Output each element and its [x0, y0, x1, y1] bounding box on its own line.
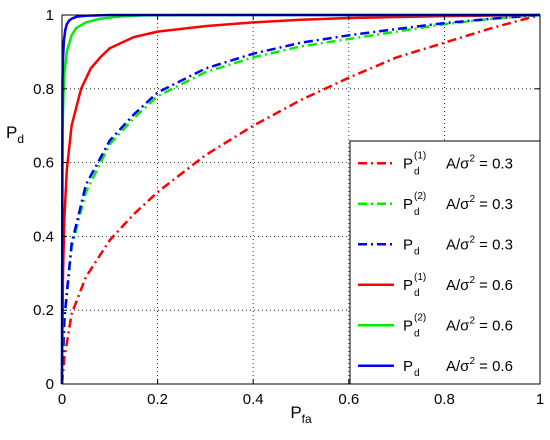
y-tick-label: 0.2	[33, 302, 54, 319]
x-axis-label: Pfa	[290, 403, 312, 426]
x-tick-label: 0.6	[338, 391, 359, 408]
y-tick-label: 0.8	[33, 81, 54, 98]
series-line-3	[60, 13, 541, 385]
x-tick-label: 0.2	[147, 391, 168, 408]
legend-label-5: P(2) d A/σ2 = 0.6	[403, 312, 513, 339]
legend: P(1) d A/σ2 = 0.3 P(2) d A/σ2 = 0.3 Pd A/σ2 = 0…	[349, 140, 541, 385]
y-axis-label: Pd	[6, 123, 24, 146]
legend-label-3: Pd A/σ2 = 0.3	[403, 234, 513, 257]
x-tick-label: 0	[58, 391, 66, 408]
x-tick-label: 1	[536, 391, 544, 408]
legend-box	[349, 140, 541, 385]
legend-label-1: P(1) d A/σ2 = 0.3	[403, 150, 513, 177]
y-tick-label: 0.6	[33, 155, 54, 172]
series-line-1	[60, 13, 541, 385]
y-tick-label: 0	[46, 376, 54, 393]
x-tick-label: 0.4	[243, 391, 264, 408]
legend-label-2: P(2) d A/σ2 = 0.3	[403, 191, 513, 218]
y-tick-label: 0.4	[33, 228, 54, 245]
x-tick-label: 0.8	[434, 391, 455, 408]
legend-label-4: P(1) d A/σ2 = 0.6	[403, 272, 513, 299]
legend-label-6: Pd A/σ2 = 0.6	[403, 356, 513, 379]
axis-ticks: 0 0.2 0.4 0.6 0.8 1 0 0.2 0.4 0.6 0.8 1	[33, 7, 544, 408]
series-line-4	[60, 13, 541, 385]
y-tick-label: 1	[46, 7, 54, 24]
